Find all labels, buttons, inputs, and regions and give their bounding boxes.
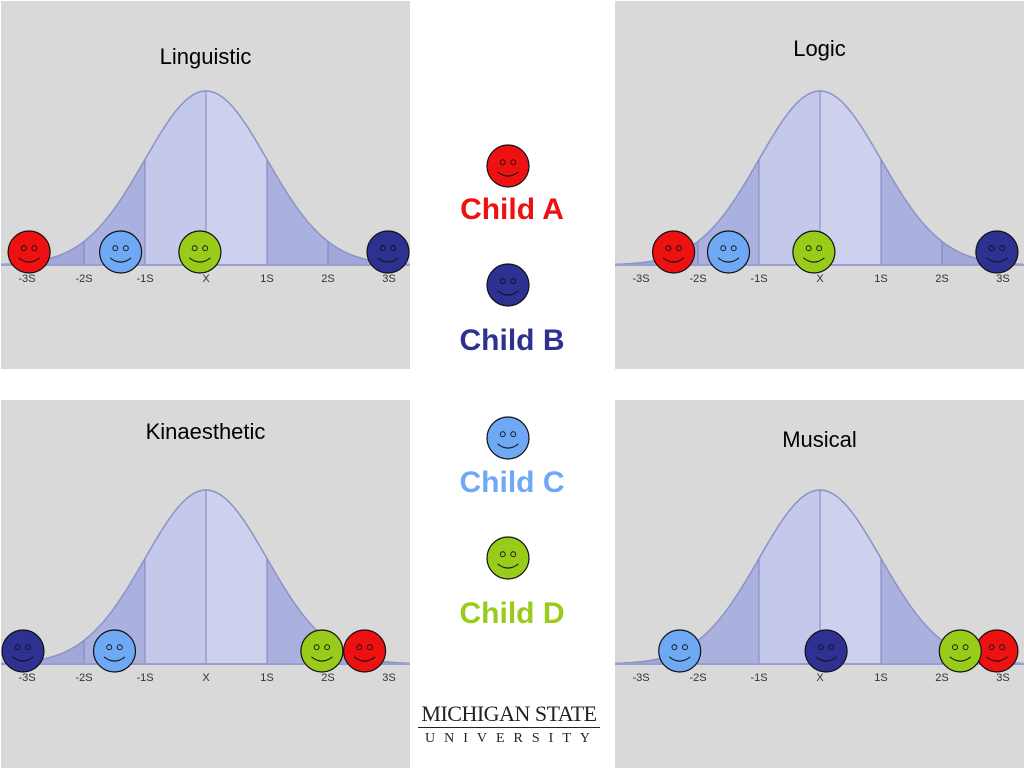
- chart-title: Logic: [793, 36, 846, 61]
- tick-label: 2S: [321, 273, 334, 285]
- logo-line-1: MICHIGAN STATE: [421, 701, 597, 726]
- tick-label: 2S: [321, 672, 334, 684]
- child-d-label: Child D: [459, 597, 565, 630]
- tick-label: 3S: [996, 273, 1009, 285]
- child-b-marker: [975, 230, 1019, 274]
- child-d-marker: [792, 230, 836, 274]
- child-c-marker: [658, 629, 702, 673]
- tick-label: X: [202, 672, 210, 684]
- tick-label: 1S: [874, 273, 887, 285]
- child-c-label: Child C: [459, 466, 565, 499]
- tick-label: X: [816, 672, 824, 684]
- chart-panel-kinaesthetic: Kinaesthetic -3S -2S -1S X 1S 2S 3S: [1, 400, 410, 768]
- tick-label: -1S: [136, 672, 153, 684]
- tick-label: -3S: [632, 672, 649, 684]
- tick-label: 1S: [260, 672, 273, 684]
- curve-band: [328, 241, 410, 265]
- face: [486, 144, 530, 188]
- tick-label: -1S: [750, 273, 767, 285]
- child-a-marker: [651, 230, 696, 274]
- child-c-marker: [92, 629, 137, 673]
- child-b-marker: [1, 629, 45, 673]
- chart-panel-logic: Logic -3S -2S -1S X 1S 2S 3S: [615, 1, 1024, 369]
- bell-curve-chart: -3S -2S -1S X 1S 2S 3S: [1, 90, 410, 285]
- chart-title: Musical: [782, 427, 857, 452]
- chart-title: Kinaesthetic: [145, 419, 266, 444]
- tick-label: -1S: [136, 273, 153, 285]
- curve-band: [942, 241, 1024, 265]
- face: [486, 536, 530, 580]
- bell-curve-chart: -3S -2S -1S X 1S 2S 3S: [1, 489, 410, 684]
- tick-label: -3S: [632, 273, 649, 285]
- tick-label: -2S: [75, 672, 92, 684]
- bell-curve-chart: -3S -2S -1S X 1S 2S 3S: [615, 489, 1024, 684]
- tick-label: -3S: [18, 672, 35, 684]
- tick-label: 3S: [382, 273, 395, 285]
- tick-label: 1S: [874, 672, 887, 684]
- child-c-face-icon: [486, 416, 530, 460]
- curve-outline: [1, 90, 410, 266]
- child-a-marker: [343, 629, 387, 673]
- child-a-marker: [7, 230, 51, 274]
- tick-label: 3S: [382, 672, 395, 684]
- chart-panel-linguistic: Linguistic -3S -2S -1S X 1S 2S 3S: [1, 1, 410, 369]
- curve-band-center: [206, 490, 267, 664]
- logo-rule: [418, 727, 600, 728]
- university-logo: MICHIGAN STATE UNIVERSITY: [418, 702, 600, 747]
- child-d-marker: [178, 230, 222, 274]
- child-b-marker: [366, 230, 410, 274]
- tick-label: 2S: [935, 672, 948, 684]
- child-a-marker: [975, 629, 1019, 673]
- child-c-marker: [706, 230, 751, 274]
- child-b-label: Child B: [459, 324, 565, 357]
- child-d-face-icon: [486, 536, 530, 580]
- tick-label: X: [202, 273, 210, 285]
- tick-label: -3S: [18, 273, 35, 285]
- child-d-marker: [300, 629, 344, 673]
- tick-label: X: [816, 273, 824, 285]
- tick-label: -2S: [75, 273, 92, 285]
- child-b-marker: [804, 629, 848, 673]
- chart-panel-musical: Musical -3S -2S -1S X 1S 2S 3S: [615, 400, 1024, 768]
- curve-band: [1, 640, 84, 664]
- chart-title: Linguistic: [159, 44, 252, 69]
- logo-line-2: UNIVERSITY: [425, 731, 599, 746]
- tick-label: -2S: [689, 273, 706, 285]
- child-c-marker: [98, 230, 143, 274]
- child-d-marker: [938, 629, 982, 673]
- tick-label: 1S: [260, 273, 273, 285]
- tick-label: 2S: [935, 273, 948, 285]
- face: [486, 416, 530, 460]
- tick-label: -1S: [750, 672, 767, 684]
- child-a-face-icon: [486, 144, 530, 188]
- curve-band: [1, 241, 84, 265]
- bell-curve-chart: -3S -2S -1S X 1S 2S 3S: [615, 90, 1024, 285]
- face: [486, 263, 530, 307]
- tick-label: 3S: [996, 672, 1009, 684]
- tick-label: -2S: [689, 672, 706, 684]
- child-a-label: Child A: [460, 193, 564, 226]
- child-b-face-icon: [486, 263, 530, 307]
